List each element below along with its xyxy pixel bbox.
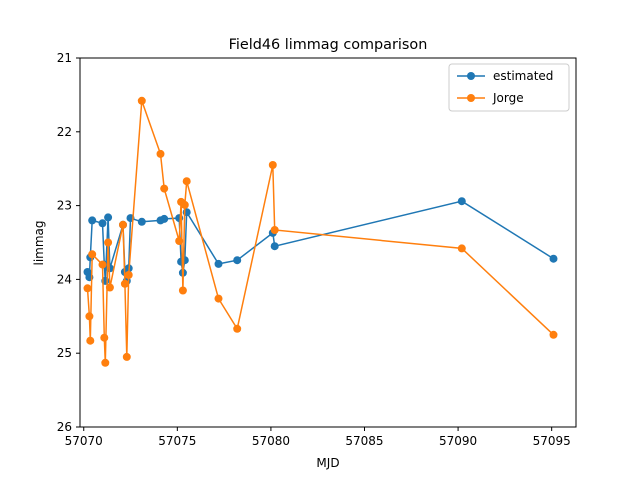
legend-label: Jorge (492, 91, 524, 105)
data-point (86, 336, 95, 345)
y-tick-label: 23 (57, 199, 72, 213)
data-point (104, 238, 113, 247)
data-point (104, 213, 113, 222)
y-tick-label: 21 (57, 51, 72, 65)
x-axis-label: MJD (316, 456, 339, 470)
data-point (233, 256, 242, 265)
x-axis: 57070 57075 57080 57085 57090 57095 (65, 427, 571, 448)
data-point (233, 324, 242, 333)
data-point (119, 220, 127, 229)
data-point (137, 96, 146, 105)
data-point (160, 214, 169, 223)
data-point (98, 219, 107, 228)
data-point (85, 312, 94, 321)
data-point (83, 284, 92, 293)
legend-item: Jorge (457, 91, 524, 105)
data-point (120, 279, 129, 288)
x-tick-label: 57075 (158, 434, 196, 448)
data-point (175, 237, 184, 245)
data-point (214, 294, 223, 303)
plot-area (83, 96, 558, 367)
data-point (137, 217, 146, 226)
x-tick-label: 57070 (65, 434, 103, 448)
data-point (100, 333, 109, 342)
y-tick-label: 25 (57, 346, 72, 360)
x-tick-label: 57080 (252, 434, 290, 448)
plot-frame (79, 57, 577, 428)
legend: estimated Jorge (448, 63, 570, 112)
y-axis: 21 22 23 24 25 26 (57, 51, 80, 434)
data-point (180, 200, 189, 209)
x-tick-label: 57090 (439, 434, 477, 448)
data-point (457, 244, 466, 253)
data-point (270, 242, 279, 251)
legend-marker (467, 72, 475, 80)
data-point (88, 216, 97, 225)
data-point (268, 161, 277, 169)
y-tick-label: 26 (57, 420, 72, 434)
legend-marker (467, 94, 475, 102)
series-jorge (83, 96, 558, 367)
data-point (178, 286, 187, 295)
data-point (160, 184, 169, 193)
data-point (124, 271, 133, 279)
y-axis-label: limmag (32, 220, 46, 265)
data-point (214, 259, 223, 268)
chart-title: Field46 limmag comparison (229, 37, 428, 53)
data-point (156, 149, 165, 158)
data-point (549, 254, 558, 263)
data-point (457, 197, 466, 206)
x-tick-label: 57085 (345, 434, 383, 448)
data-point (270, 226, 279, 234)
x-tick-label: 57095 (533, 434, 571, 448)
legend-label: estimated (493, 69, 553, 83)
y-tick-label: 22 (57, 125, 72, 139)
data-point (101, 358, 110, 367)
series-line (86, 200, 554, 282)
series-line (86, 100, 555, 363)
data-point (88, 250, 97, 259)
data-point (182, 177, 191, 186)
data-point (98, 260, 107, 269)
y-tick-label: 24 (57, 272, 72, 286)
data-point (549, 330, 558, 339)
data-point (122, 352, 131, 361)
data-point (105, 283, 114, 292)
legend-item: estimated (457, 69, 553, 83)
